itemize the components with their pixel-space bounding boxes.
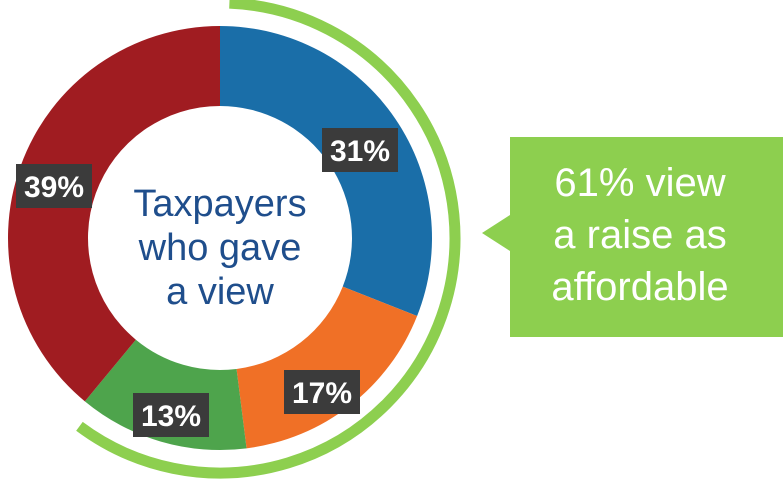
callout-line-2: a raise as [553,213,727,257]
slice-label-2: 17% [284,370,360,414]
center-label-line-2: who gave [138,227,302,269]
slice-label-text-4: 39% [24,171,84,204]
slice-label-text-3: 13% [141,400,201,433]
center-label-line-1: Taxpayers [133,183,307,225]
slice-label-4: 39% [16,164,92,208]
slice-label-1: 31% [322,128,398,172]
callout-line-1: 61% view [554,161,726,205]
slice-label-text-2: 17% [292,377,352,410]
slice-label-text-1: 31% [330,135,390,168]
affordable-callout: 61% view a raise as affordable [482,137,783,337]
donut-center-label: Taxpayers who gave a view [100,182,340,314]
slice-label-3: 13% [133,393,209,437]
donut-slice-4 [7,26,221,402]
callout-arrow-shape [482,137,783,337]
donut-slice-1 [220,26,432,317]
center-label-line-3: a view [166,271,274,313]
donut-slice-2 [236,286,418,449]
highlight-arc [76,0,461,479]
callout-line-3: affordable [551,265,729,309]
